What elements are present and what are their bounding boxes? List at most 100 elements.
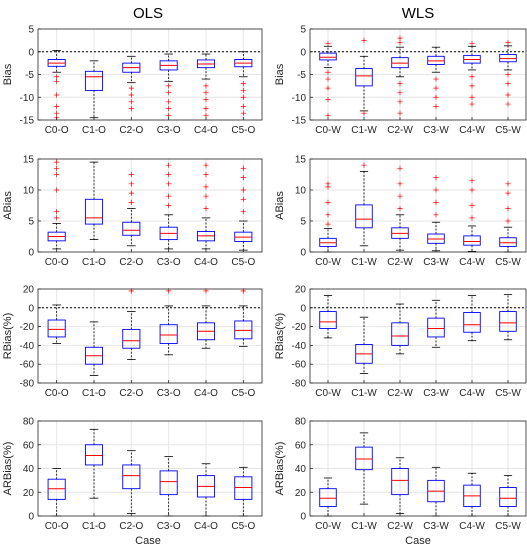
outlier-marker — [433, 85, 439, 91]
outlier-marker — [166, 171, 172, 178]
box-c1-o — [84, 428, 104, 499]
box-c1-w — [355, 316, 373, 375]
outlier-marker — [325, 69, 331, 75]
y-tick-label: -10 — [292, 93, 307, 104]
box-iqr — [391, 322, 409, 346]
panel-ols-abias: 0 5 10 15 C0-O C1-O C2-O C3-O C4-O C5-O ABias — [2, 155, 263, 268]
box-c3-w — [427, 299, 445, 348]
box-c3-o — [159, 53, 178, 119]
box-c4-w — [463, 40, 481, 107]
box-iqr — [159, 324, 178, 344]
y-tick-label: 0 — [28, 47, 34, 58]
x-tick-label: C5-W — [495, 257, 521, 268]
outlier-marker — [166, 202, 172, 209]
outlier-marker — [469, 83, 475, 89]
x-tick-label: C5-O — [231, 257, 255, 268]
box-c2-w — [391, 35, 409, 116]
box-c0-w — [319, 477, 337, 517]
y-axis-label: Bias — [274, 63, 286, 85]
outlier-marker — [54, 92, 60, 98]
y-axis-label: ARBias(%) — [2, 442, 14, 496]
outlier-marker — [128, 190, 134, 196]
x-tick-label: C3-W — [423, 125, 449, 136]
y-tick-label: 0 — [300, 303, 306, 314]
outlier-marker — [433, 212, 439, 218]
outlier-marker — [433, 175, 439, 181]
box-c1-o — [84, 161, 104, 241]
box-iqr — [319, 488, 337, 507]
box-c2-o — [122, 171, 141, 247]
box-iqr — [122, 328, 141, 349]
x-tick-label: C1-W — [351, 257, 377, 268]
axes-frame — [37, 288, 263, 384]
box-c1-w — [355, 162, 373, 247]
x-tick-label: C2-O — [119, 521, 143, 532]
box-iqr — [463, 312, 481, 333]
x-tick-label: C0-W — [315, 257, 341, 268]
outlier-marker — [166, 99, 172, 105]
y-tick-label: -20 — [292, 322, 307, 333]
outlier-marker — [469, 40, 475, 47]
outlier-marker — [505, 92, 511, 98]
outlier-marker — [505, 181, 511, 187]
y-axis-label: Bias — [2, 63, 14, 85]
y-tick-label: -15 — [20, 116, 35, 127]
x-tick-label: C1-O — [82, 521, 106, 532]
x-tick-label: C4-O — [194, 388, 218, 399]
box-iqr — [355, 446, 373, 471]
outlier-marker — [505, 190, 511, 196]
panel-wls-bias: -15 -10 -5 0 5 C0-W C1-W C2-W C3-W C4-W C5-W Bias — [274, 25, 527, 136]
x-tick-label: C4-W — [459, 257, 485, 268]
box-iqr — [47, 319, 66, 338]
outlier-marker — [325, 212, 331, 218]
outlier-marker — [397, 181, 403, 187]
box-c1-w — [355, 37, 373, 116]
y-tick-label: -5 — [25, 70, 34, 81]
outlier-marker — [203, 106, 209, 112]
x-tick-label: C3-O — [157, 257, 181, 268]
x-tick-label: C1-O — [82, 388, 106, 399]
y-tick-label: 80 — [295, 417, 307, 428]
box-c5-o — [234, 51, 253, 116]
x-tick-label: C3-O — [157, 521, 181, 532]
box-iqr — [47, 478, 66, 500]
x-tick-label: C0-O — [45, 388, 69, 399]
wls-x-axis-label: Case — [405, 535, 431, 547]
y-tick-label: -5 — [297, 70, 306, 81]
box-c1-w — [355, 432, 373, 505]
outlier-marker — [325, 85, 331, 91]
y-tick-label: 20 — [295, 285, 307, 296]
box-iqr — [122, 464, 141, 490]
y-axis-label: RBias(%) — [274, 313, 286, 359]
outlier-marker — [505, 71, 511, 78]
x-tick-label: C1-W — [351, 125, 377, 136]
x-tick-label: C2-W — [387, 521, 413, 532]
y-tick-label: -10 — [20, 93, 35, 104]
y-tick-label: 10 — [23, 186, 35, 197]
outlier-marker — [397, 90, 403, 96]
panel-wls-arbias: 0 20 40 60 80 C0-W C1-W C2-W C3-W C4-W C5-W ARBias(… — [274, 417, 527, 532]
outlier-marker — [397, 165, 403, 171]
x-tick-label: C3-W — [423, 257, 449, 268]
x-tick-label: C0-O — [45, 257, 69, 268]
box-iqr — [499, 311, 517, 332]
x-tick-label: C0-O — [45, 521, 69, 532]
x-tick-label: C2-O — [119, 388, 143, 399]
y-tick-label: 0 — [300, 47, 306, 58]
x-tick-label: C0-W — [315, 125, 341, 136]
box-iqr — [159, 470, 178, 496]
outlier-marker — [128, 181, 134, 187]
outlier-marker — [203, 206, 209, 212]
y-axis-label: RBias(%) — [2, 313, 14, 359]
outlier-marker — [54, 171, 60, 178]
box-iqr — [427, 317, 445, 338]
outlier-marker — [240, 175, 246, 181]
y-tick-label: 10 — [295, 186, 307, 197]
x-tick-label: C3-O — [157, 388, 181, 399]
box-c1-o — [84, 321, 104, 376]
x-tick-label: C1-W — [351, 521, 377, 532]
x-tick-label: C4-O — [194, 125, 218, 136]
outlier-marker — [203, 193, 209, 199]
outlier-marker — [203, 184, 209, 190]
x-tick-label: C2-O — [119, 257, 143, 268]
